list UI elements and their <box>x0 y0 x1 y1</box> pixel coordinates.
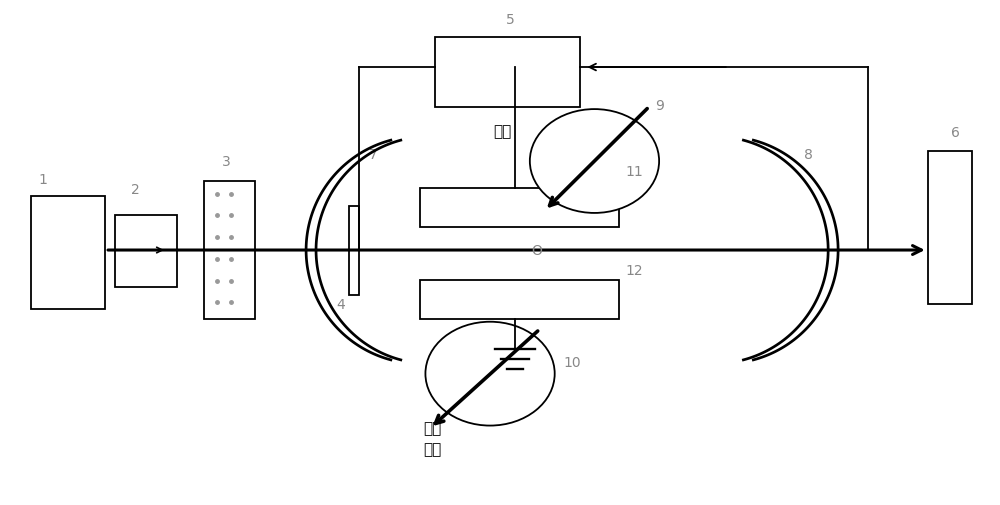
Text: 10: 10 <box>564 355 581 369</box>
Ellipse shape <box>425 322 555 426</box>
Bar <box>928 152 972 305</box>
Text: 9: 9 <box>655 98 664 112</box>
Text: 5: 5 <box>506 13 514 26</box>
Bar <box>420 188 619 228</box>
Text: 4: 4 <box>337 298 345 312</box>
Text: 11: 11 <box>625 165 643 178</box>
Text: 6: 6 <box>951 126 960 140</box>
Text: 出射: 出射 <box>423 420 442 435</box>
Bar <box>204 181 255 320</box>
Text: 2: 2 <box>131 182 139 196</box>
Text: 激光: 激光 <box>423 441 442 456</box>
Ellipse shape <box>530 110 659 214</box>
Bar <box>115 216 177 287</box>
Bar <box>31 196 105 310</box>
Text: O: O <box>531 243 542 258</box>
Text: 1: 1 <box>38 172 47 186</box>
Text: 12: 12 <box>625 263 643 277</box>
Text: 3: 3 <box>222 155 231 169</box>
Bar <box>420 280 619 320</box>
Text: 高压: 高压 <box>493 124 511 139</box>
Bar <box>435 38 580 108</box>
Text: 7: 7 <box>369 148 378 162</box>
Bar <box>349 206 359 295</box>
Text: 8: 8 <box>804 148 813 162</box>
